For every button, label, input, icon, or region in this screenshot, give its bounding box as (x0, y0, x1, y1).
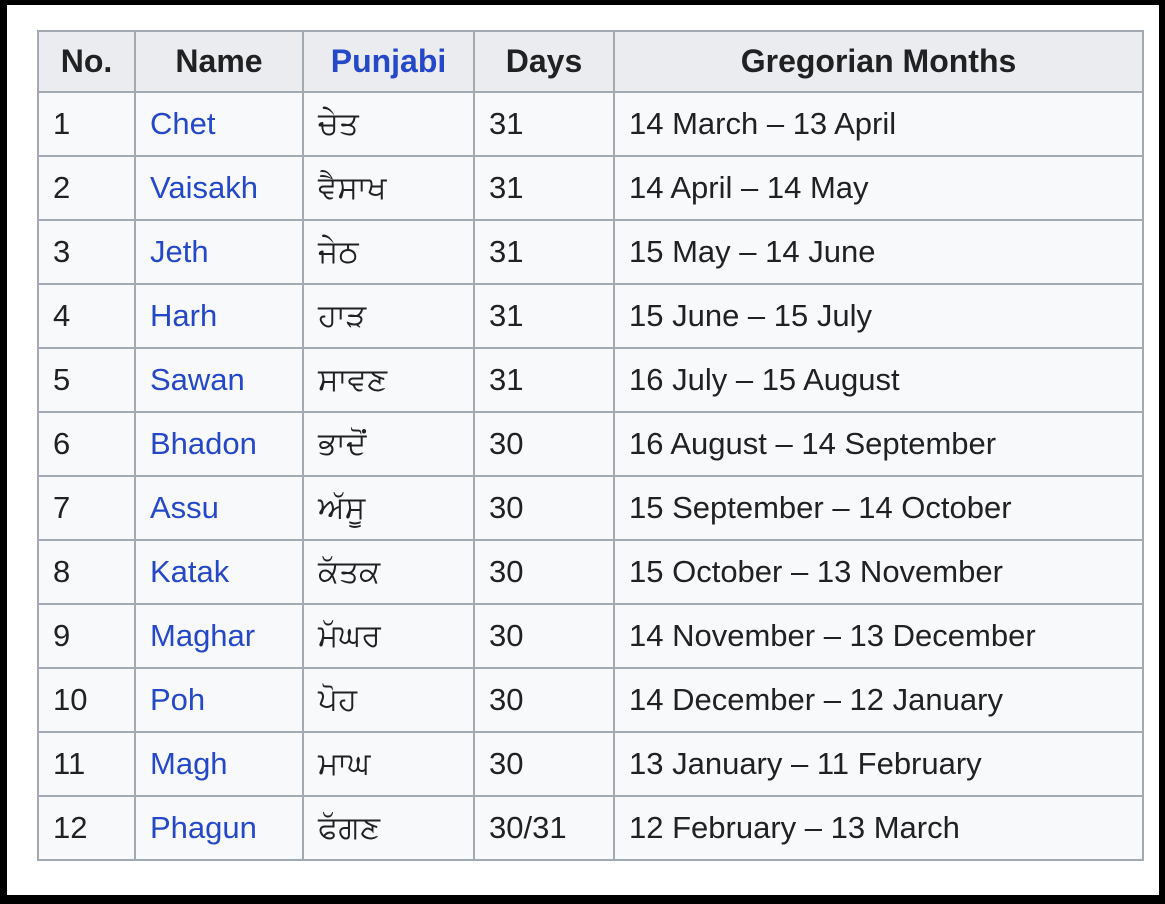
cell-month-name: Katak (134, 539, 304, 605)
cell-punjabi-script: ਜੇਠ (302, 219, 475, 285)
cell-gregorian-months: 14 April – 14 May (613, 155, 1144, 221)
cell-days: 30 (473, 411, 615, 477)
cell-days: 31 (473, 347, 615, 413)
column-header-punjabi: Punjabi (302, 30, 475, 93)
cell-month-number: 2 (37, 155, 136, 221)
cell-punjabi-script: ਮੱਘਰ (302, 603, 475, 669)
cell-days: 31 (473, 283, 615, 349)
column-header-name: Name (134, 30, 304, 93)
cell-gregorian-months: 14 March – 13 April (613, 91, 1144, 157)
cell-punjabi-script: ਵੈਸਾਖ (302, 155, 475, 221)
cell-month-number: 10 (37, 667, 136, 733)
table-row: 4 Harh ਹਾੜ 31 15 June – 15 July (37, 283, 1144, 349)
cell-days: 30/31 (473, 795, 615, 861)
cell-month-name: Maghar (134, 603, 304, 669)
cell-month-name: Assu (134, 475, 304, 541)
cell-gregorian-months: 15 September – 14 October (613, 475, 1144, 541)
cell-gregorian-months: 13 January – 11 February (613, 731, 1144, 797)
month-name-link[interactable]: Jeth (150, 234, 209, 269)
table-row: 7 Assu ਅੱਸੂ 30 15 September – 14 October (37, 475, 1144, 541)
cell-month-number: 7 (37, 475, 136, 541)
punjabi-months-table: No. Name Punjabi Days Gregorian Months 1… (37, 30, 1144, 861)
cell-punjabi-script: ਪੋਹ (302, 667, 475, 733)
cell-punjabi-script: ਚੇਤ (302, 91, 475, 157)
column-header-no: No. (37, 30, 136, 93)
cell-punjabi-script: ਮਾਘ (302, 731, 475, 797)
table-row: 6 Bhadon ਭਾਦੋਂ 30 16 August – 14 Septemb… (37, 411, 1144, 477)
table-row: 2 Vaisakh ਵੈਸਾਖ 31 14 April – 14 May (37, 155, 1144, 221)
cell-month-number: 5 (37, 347, 136, 413)
punjabi-header-link[interactable]: Punjabi (330, 43, 447, 79)
cell-month-name: Chet (134, 91, 304, 157)
cell-days: 30 (473, 731, 615, 797)
table-row: 8 Katak ਕੱਤਕ 30 15 October – 13 November (37, 539, 1144, 605)
table-row: 1 Chet ਚੇਤ 31 14 March – 13 April (37, 91, 1144, 157)
cell-gregorian-months: 14 November – 13 December (613, 603, 1144, 669)
column-header-gregorian-months: Gregorian Months (613, 30, 1144, 93)
cell-gregorian-months: 15 June – 15 July (613, 283, 1144, 349)
cell-gregorian-months: 12 February – 13 March (613, 795, 1144, 861)
cell-month-name: Phagun (134, 795, 304, 861)
table-header: No. Name Punjabi Days Gregorian Months (37, 30, 1144, 93)
cell-punjabi-script: ਕੱਤਕ (302, 539, 475, 605)
cell-gregorian-months: 16 August – 14 September (613, 411, 1144, 477)
table-row: 11 Magh ਮਾਘ 30 13 January – 11 February (37, 731, 1144, 797)
month-name-link[interactable]: Katak (150, 554, 230, 589)
month-name-link[interactable]: Chet (150, 106, 216, 141)
month-name-link[interactable]: Poh (150, 682, 206, 717)
cell-days: 30 (473, 603, 615, 669)
cell-punjabi-script: ਅੱਸੂ (302, 475, 475, 541)
cell-days: 30 (473, 539, 615, 605)
cell-days: 31 (473, 155, 615, 221)
cell-month-number: 1 (37, 91, 136, 157)
header-row: No. Name Punjabi Days Gregorian Months (37, 30, 1144, 93)
month-name-link[interactable]: Assu (150, 490, 219, 525)
cell-month-name: Sawan (134, 347, 304, 413)
cell-punjabi-script: ਸਾਵਣ (302, 347, 475, 413)
cell-month-number: 12 (37, 795, 136, 861)
month-name-link[interactable]: Maghar (150, 618, 256, 653)
cell-month-number: 8 (37, 539, 136, 605)
cell-month-number: 11 (37, 731, 136, 797)
cell-days: 30 (473, 667, 615, 733)
cell-month-number: 4 (37, 283, 136, 349)
cell-month-name: Bhadon (134, 411, 304, 477)
cell-month-number: 3 (37, 219, 136, 285)
cell-month-name: Vaisakh (134, 155, 304, 221)
cell-month-name: Magh (134, 731, 304, 797)
month-name-link[interactable]: Bhadon (150, 426, 257, 461)
table-row: 5 Sawan ਸਾਵਣ 31 16 July – 15 August (37, 347, 1144, 413)
cell-month-number: 9 (37, 603, 136, 669)
month-name-link[interactable]: Vaisakh (150, 170, 258, 205)
cell-month-name: Poh (134, 667, 304, 733)
cell-punjabi-script: ਭਾਦੋਂ (302, 411, 475, 477)
cell-punjabi-script: ਹਾੜ (302, 283, 475, 349)
month-name-link[interactable]: Sawan (150, 362, 245, 397)
table-row: 9 Maghar ਮੱਘਰ 30 14 November – 13 Decemb… (37, 603, 1144, 669)
cell-gregorian-months: 15 May – 14 June (613, 219, 1144, 285)
month-name-link[interactable]: Magh (150, 746, 228, 781)
month-name-link[interactable]: Harh (150, 298, 218, 333)
cell-gregorian-months: 16 July – 15 August (613, 347, 1144, 413)
cell-month-name: Harh (134, 283, 304, 349)
month-name-link[interactable]: Phagun (150, 810, 257, 845)
cell-gregorian-months: 15 October – 13 November (613, 539, 1144, 605)
table-row: 3 Jeth ਜੇਠ 31 15 May – 14 June (37, 219, 1144, 285)
cell-punjabi-script: ਫੱਗਣ (302, 795, 475, 861)
table-row: 12 Phagun ਫੱਗਣ 30/31 12 February – 13 Ma… (37, 795, 1144, 861)
cell-days: 31 (473, 91, 615, 157)
cell-days: 31 (473, 219, 615, 285)
cell-gregorian-months: 14 December – 12 January (613, 667, 1144, 733)
table-body: 1 Chet ਚੇਤ 31 14 March – 13 April 2 Vais… (37, 91, 1144, 861)
cell-month-name: Jeth (134, 219, 304, 285)
cell-month-number: 6 (37, 411, 136, 477)
column-header-days: Days (473, 30, 615, 93)
table-row: 10 Poh ਪੋਹ 30 14 December – 12 January (37, 667, 1144, 733)
cell-days: 30 (473, 475, 615, 541)
